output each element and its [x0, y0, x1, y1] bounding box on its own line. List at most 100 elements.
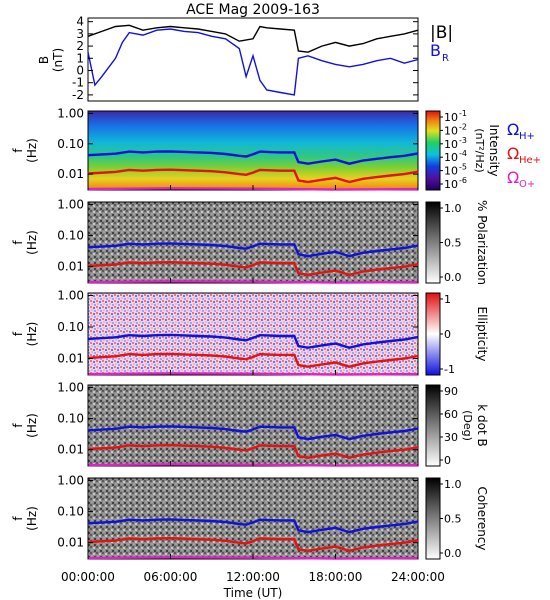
colorbar-1-tick-label: 10	[444, 165, 458, 178]
panel-1-frame	[87, 17, 419, 102]
spectrogram-3-ytick-label: 1.00	[57, 288, 84, 302]
colorbar-1-unit: (nT²/Hz)	[473, 128, 486, 172]
colorbar-1-tick-label: 10	[444, 111, 458, 124]
legend-br: B	[430, 41, 441, 60]
colorbar-1-tick-label: 10	[444, 124, 458, 137]
time-axis-label: Time (UT)	[223, 586, 283, 600]
spectrogram-3-yunit: (Hz)	[25, 322, 39, 347]
legend-br-sub: R	[442, 53, 449, 64]
colorbar-4-tick-label: 60	[444, 408, 458, 421]
spectrogram-2-image	[87, 201, 419, 284]
colorbar-1-tick-exponent: -4	[459, 149, 467, 158]
legend-bmag: |B|	[430, 23, 453, 43]
spectrogram-1-yunit: (Hz)	[25, 138, 39, 163]
spectrogram-4-ytick-label: 1.00	[57, 380, 84, 394]
b-series-line-1	[87, 28, 419, 96]
colorbar-4-tick-label: 0	[444, 454, 451, 467]
colorbar-3-tick-label: 1	[444, 293, 451, 306]
gyrofreq-H-line-5	[87, 518, 419, 534]
colorbar-1-tick-exponent: -6	[459, 176, 467, 185]
spectrogram-2-ytick-label: 0.10	[57, 229, 84, 243]
colorbar-5-label: Coherency	[475, 486, 489, 550]
time-tick-label: 24:00:00	[391, 570, 445, 584]
spectrogram-5-ytick-label: 0.10	[57, 505, 84, 519]
spectrogram-2-ytick-label: 1.00	[57, 197, 84, 211]
gyrofreq-H-line-3	[87, 333, 419, 349]
gyrofreq-He-line-5	[87, 536, 419, 553]
spectrogram-3-ytick-label: 0.10	[57, 320, 84, 334]
gyrofreq-label-ion-1: He+	[519, 155, 541, 166]
colorbar-1-tick-exponent: -5	[459, 163, 467, 172]
panel-1-ytick-label: -1	[72, 76, 84, 90]
gyrofreq-label-ion-2: O+	[519, 179, 535, 190]
colorbar-1-tick-label: 10	[444, 138, 458, 151]
spectrogram-1-ytick-label: 0.01	[57, 167, 84, 181]
spectrogram-2-yunit: (Hz)	[25, 230, 39, 255]
gyrofreq-label-omega-0: Ω	[507, 120, 519, 139]
colorbar-4-label: k dot B	[475, 404, 489, 446]
colorbar-1-tick-exponent: -1	[459, 109, 467, 118]
spectrogram-5-ylabel: f	[11, 516, 25, 521]
panel-1-ytick-label: -2	[72, 88, 84, 102]
gyrofreq-He-line-2	[87, 260, 419, 277]
colorbar-5-tick-label: 0.0	[444, 547, 462, 560]
spectrogram-3-ytick-label: 0.01	[57, 352, 84, 366]
spectrogram-4-ylabel: f	[11, 423, 25, 428]
colorbar-3	[425, 292, 441, 376]
spectrogram-1-ytick-label: 1.00	[57, 106, 84, 120]
time-tick-label: 18:00:00	[309, 570, 363, 584]
chart-title: ACE Mag 2009-163	[186, 2, 320, 18]
colorbar-2	[425, 201, 441, 284]
panel-1-ytick-label: 1	[76, 51, 84, 65]
colorbar-3-label: Ellipticity	[475, 307, 489, 362]
colorbar-1-tick-exponent: -2	[459, 122, 467, 131]
colorbar-1-tick-exponent: -3	[459, 136, 467, 145]
b-series-line-0	[87, 24, 419, 53]
spectrogram-5-yunit: (Hz)	[25, 506, 39, 531]
spectrogram-2-ylabel: f	[11, 240, 25, 245]
colorbar-2-tick-label: 0.5	[444, 237, 462, 250]
spectrogram-1-ylabel: f	[11, 148, 25, 153]
spectrogram-4-yunit: (Hz)	[25, 413, 39, 438]
colorbar-3-tick-label: -1	[444, 363, 455, 376]
panel-1-yunit: (nT)	[51, 48, 65, 72]
spectrogram-3-ylabel: f	[11, 331, 25, 336]
time-tick-label: 00:00:00	[61, 570, 115, 584]
spectrogram-5-ytick-label: 1.00	[57, 473, 84, 487]
panel-1-ytick-label: 2	[76, 39, 84, 53]
colorbar-2-label: % Polarization	[475, 200, 489, 285]
time-tick-label: 12:00:00	[226, 570, 280, 584]
colorbar-5	[425, 477, 441, 560]
colorbar-2-tick-label: 0.0	[444, 271, 462, 284]
spectrogram-4-image	[87, 384, 419, 467]
gyrofreq-label-ion-0: H+	[519, 131, 535, 142]
spectrogram-3-image	[87, 292, 419, 376]
colorbar-4-tick-label: 90	[444, 385, 458, 398]
gyrofreq-label-omega-1: Ω	[507, 144, 519, 163]
colorbar-4-unit: (Deg)	[461, 410, 474, 441]
panel-1-ylabel: B	[37, 56, 51, 64]
colorbar-1-tick-label: 10	[444, 151, 458, 164]
colorbar-1-tick-label: 10	[444, 178, 458, 191]
spectrogram-4-ytick-label: 0.01	[57, 443, 84, 457]
time-tick-label: 06:00:00	[144, 570, 198, 584]
gyrofreq-He-line-3	[87, 352, 419, 368]
spectrogram-4-ytick-label: 0.10	[57, 412, 84, 426]
gyrofreq-H-line-4	[87, 425, 419, 441]
gyrofreq-label-omega-2: Ω	[507, 168, 519, 187]
gyrofreq-H-line-2	[87, 242, 419, 258]
colorbar-1	[425, 110, 441, 191]
colorbar-5-tick-label: 1.0	[444, 478, 462, 491]
gyrofreq-H-line-1	[87, 150, 419, 165]
panel-1-ytick-label: 0	[76, 63, 84, 77]
colorbar-4	[425, 384, 441, 467]
colorbar-2-tick-label: 1.0	[444, 202, 462, 215]
colorbar-5-tick-label: 0.5	[444, 513, 462, 526]
panel-1-ytick-label: 4	[76, 15, 84, 29]
colorbar-3-tick-label: 0	[444, 328, 451, 341]
panel-1-ytick-label: 3	[76, 27, 84, 41]
colorbar-1-label: Intensity	[487, 124, 501, 176]
spectrogram-1-image	[87, 110, 419, 191]
gyrofreq-He-line-4	[87, 443, 419, 460]
